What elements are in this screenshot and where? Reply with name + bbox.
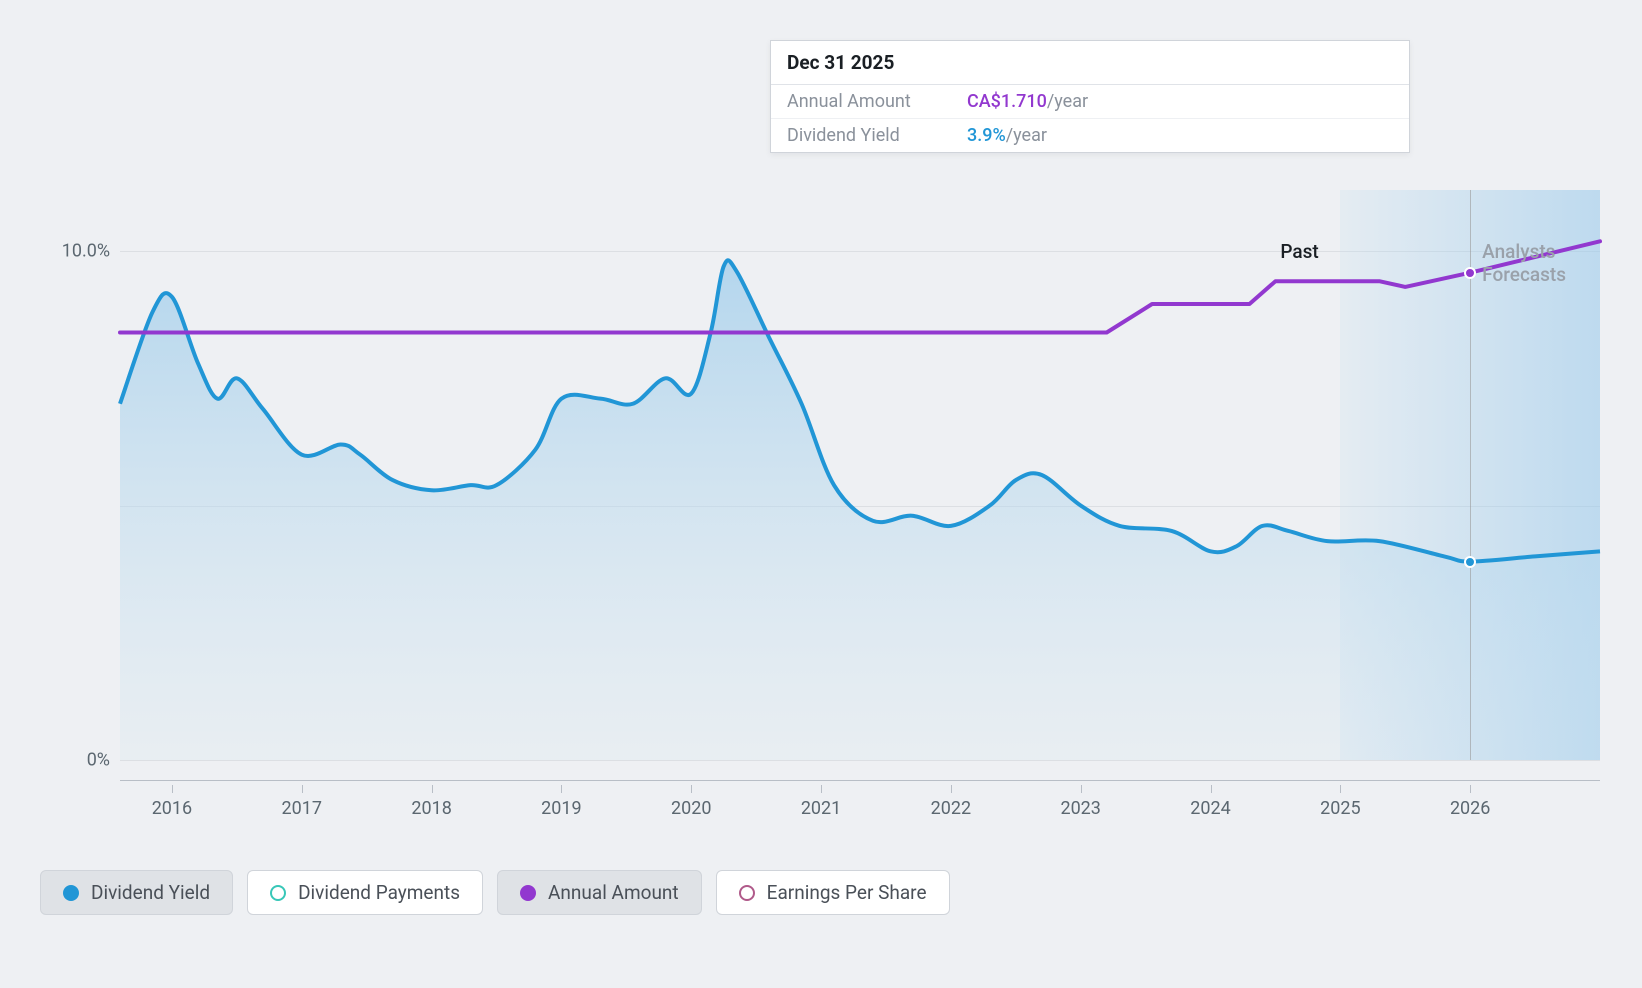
x-axis-label: 2019 xyxy=(541,798,581,819)
chart-container: 0%10.0% Past Analysts Forecasts 20162017… xyxy=(40,30,1600,850)
x-tick xyxy=(691,785,692,793)
x-axis-label: 2018 xyxy=(411,798,451,819)
tooltip-key: Dividend Yield xyxy=(787,125,967,146)
legend-label: Dividend Payments xyxy=(298,881,460,904)
tooltip-value: 3.9% xyxy=(967,125,1006,146)
tooltip-key: Annual Amount xyxy=(787,91,967,112)
legend-label: Annual Amount xyxy=(548,881,679,904)
annual-amount-line xyxy=(120,241,1600,332)
x-tick xyxy=(1340,785,1341,793)
hover-point-dividend-yield xyxy=(1464,556,1476,568)
x-tick xyxy=(561,785,562,793)
tooltip-date: Dec 31 2025 xyxy=(771,41,1409,85)
legend-label: Earnings Per Share xyxy=(767,881,927,904)
tooltip-row: Annual AmountCA$1.710/year xyxy=(771,85,1409,119)
x-tick xyxy=(1081,785,1082,793)
legend-swatch xyxy=(739,885,755,901)
legend-item-annual-amount[interactable]: Annual Amount xyxy=(497,870,702,915)
x-axis-label: 2021 xyxy=(801,798,841,819)
legend-item-earnings-per-share[interactable]: Earnings Per Share xyxy=(716,870,950,915)
x-axis-label: 2017 xyxy=(282,798,322,819)
tooltip-row: Dividend Yield3.9%/year xyxy=(771,119,1409,152)
x-axis-label: 2016 xyxy=(152,798,192,819)
legend-item-dividend-yield[interactable]: Dividend Yield xyxy=(40,870,233,915)
legend-swatch xyxy=(63,885,79,901)
x-axis-label: 2020 xyxy=(671,798,711,819)
x-axis-label: 2023 xyxy=(1060,798,1100,819)
x-tick xyxy=(302,785,303,793)
dividend-yield-area xyxy=(120,260,1600,760)
tooltip-value: CA$1.710 xyxy=(967,91,1047,112)
legend: Dividend Yield Dividend Payments Annual Am… xyxy=(40,870,950,915)
x-axis-label: 2024 xyxy=(1190,798,1230,819)
tooltip: Dec 31 2025 Annual AmountCA$1.710/yearDi… xyxy=(770,40,1410,153)
x-axis-label: 2026 xyxy=(1450,798,1490,819)
x-tick xyxy=(821,785,822,793)
x-tick xyxy=(951,785,952,793)
x-axis-label: 2025 xyxy=(1320,798,1360,819)
tooltip-unit: /year xyxy=(1006,125,1047,146)
x-tick xyxy=(432,785,433,793)
x-axis-line xyxy=(120,780,1600,781)
tooltip-unit: /year xyxy=(1047,91,1088,112)
legend-swatch xyxy=(520,885,536,901)
legend-item-dividend-payments[interactable]: Dividend Payments xyxy=(247,870,483,915)
x-tick xyxy=(1470,785,1471,793)
x-axis-label: 2022 xyxy=(931,798,971,819)
legend-swatch xyxy=(270,885,286,901)
x-tick xyxy=(1211,785,1212,793)
x-tick xyxy=(172,785,173,793)
hover-point-annual-amount xyxy=(1464,267,1476,279)
legend-label: Dividend Yield xyxy=(91,881,210,904)
